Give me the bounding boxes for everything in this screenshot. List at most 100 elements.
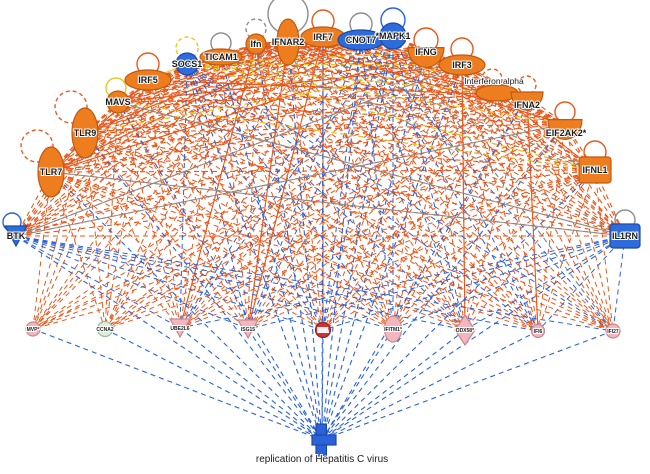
edge-cnot7-ifitm1 [360,39,394,330]
edge-ifitm1-hcv [321,328,394,441]
label-ifna: Interferon alpha [464,76,524,86]
node-ifnl1[interactable] [578,156,612,184]
edge-mavs-ccna2 [102,101,119,330]
node-socs1[interactable] [175,52,199,76]
label-ddx58: DDX58* [456,328,474,334]
label-btk: BTK [7,231,26,241]
edge-mapk1-tlr7 [50,35,394,173]
edge-ifna2-hcv [321,95,528,441]
edge-mapk1-ifi6 [392,35,539,332]
node-ifng[interactable] [407,47,445,68]
edge-socs1-ddx58 [186,63,466,331]
node-ube2l6[interactable] [168,318,192,339]
node-mapk1[interactable] [379,22,407,50]
edge-ccna2-hcv [104,328,323,441]
edge-mx1-hcv [319,329,326,441]
edge-ifna2-ifi27 [526,95,615,332]
edge-tlr9-ifitm1 [84,132,394,330]
edge-socs1-isg15 [186,63,249,330]
label-mavs: MAVS [105,97,130,107]
edge-mapk1-btk [15,35,394,237]
edge-ifng-ifnl1 [425,51,596,171]
label-socs1: SOCS1 [172,59,203,69]
edge-irf7-mvp [32,36,324,330]
node-ifna2[interactable] [510,91,544,111]
node-ticam1[interactable] [199,48,243,66]
node-eif2ak2[interactable] [547,119,583,140]
edge-tlr7-hcv [50,171,323,441]
edge-il1rn-ddx58 [464,235,626,331]
edge-ifnl1-ifi27 [594,169,616,332]
edge-irf3-tlr7 [50,64,463,173]
edge-tlr9-mvp [31,132,86,330]
edge-ifng-il1rn [425,51,626,237]
edge-ifi27-hcv [321,330,614,442]
edge-ticam1-ifi6 [220,56,539,332]
node-ifn[interactable] [245,33,267,55]
edge-ifnar2-ifi6 [287,41,539,332]
node-ccna2[interactable] [96,320,114,338]
label-ticam1: TICAM1 [204,52,238,62]
edge-ifn-ifnl1 [255,43,596,171]
edge-btk-ifitm1 [15,235,394,330]
edge-cnot7-il1rn [360,39,626,237]
edge-ifnar2-ifitm1 [287,41,395,330]
self-loops-layer [2,0,636,232]
edge-irf3-ube2l6 [179,64,463,329]
node-isg15[interactable] [236,319,260,340]
edge-irf7-ube2l6 [179,36,324,329]
node-il1rn[interactable] [609,223,641,249]
node-mvp[interactable] [25,321,41,337]
edge-irf7-hcv [319,36,326,441]
edge-ifn-il1rn [255,43,626,237]
edge-cnot7-mavs [117,39,362,103]
edge-tlr7-il1rn [50,171,626,237]
edge-ticam1-il1rn [220,56,626,237]
node-mavs[interactable] [106,90,130,114]
label-ifi27: IFI27 [607,329,619,335]
node-ifi27[interactable] [605,323,621,339]
edge-irf3-hcv [320,64,463,441]
edge-btk-hcv [15,235,323,441]
edge-il1rn-isg15 [247,235,626,330]
edge-ifnar2-il1rn [287,41,626,237]
node-ifi6[interactable] [530,323,546,339]
edge-ifnl1-isg15 [247,169,596,330]
label-tlr7: TLR7 [40,167,63,177]
edge-socs1-mx1 [186,63,324,331]
edge-irf7-ifi27 [322,36,614,332]
node-ifnar2[interactable] [276,18,300,66]
edge-eif2ak2-ube2l6 [179,123,566,329]
node-irf5[interactable] [124,69,172,91]
node-btk[interactable] [3,225,29,248]
edge-cnot7-ddx58 [360,39,466,331]
edge-irf3-eif2ak2 [461,64,566,125]
edge-ifna2-il1rn [526,95,626,237]
edge-il1rn-ifitm1 [392,235,626,330]
edge-ifna2-btk [15,95,528,237]
edge-ifna2-mvp [32,95,528,330]
edge-socs1-ifnl1 [186,63,596,171]
edge-ifnl1-mx1 [322,169,596,331]
node-tlr7[interactable] [37,146,65,198]
edge-tlr7-ccna2 [50,171,107,330]
edge-tlr9-irf3 [84,64,463,134]
node-irf3[interactable] [438,54,486,76]
edge-btk-ddx58 [15,235,466,331]
edge-ifna2-isg15 [247,95,528,330]
edge-irf3-ccna2 [104,64,463,330]
edge-tlr7-ddx58 [50,171,466,332]
node-ddx58[interactable] [454,313,476,347]
edge-ifnar2-mx1 [287,41,326,331]
edge-tlr7-irf5 [50,79,149,173]
node-tlr9[interactable] [71,107,99,159]
node-ifitm1[interactable] [383,315,403,343]
edge-socs1-ifn [186,43,257,65]
edge-ifnar2-isg15 [245,41,289,330]
edge-irf7-ccna2 [104,36,324,330]
node-mx1[interactable] [314,321,332,339]
node-hcv[interactable] [311,423,337,457]
edge-tlr9-ifi27 [84,132,614,333]
edge-ifna-mx1 [322,92,498,331]
